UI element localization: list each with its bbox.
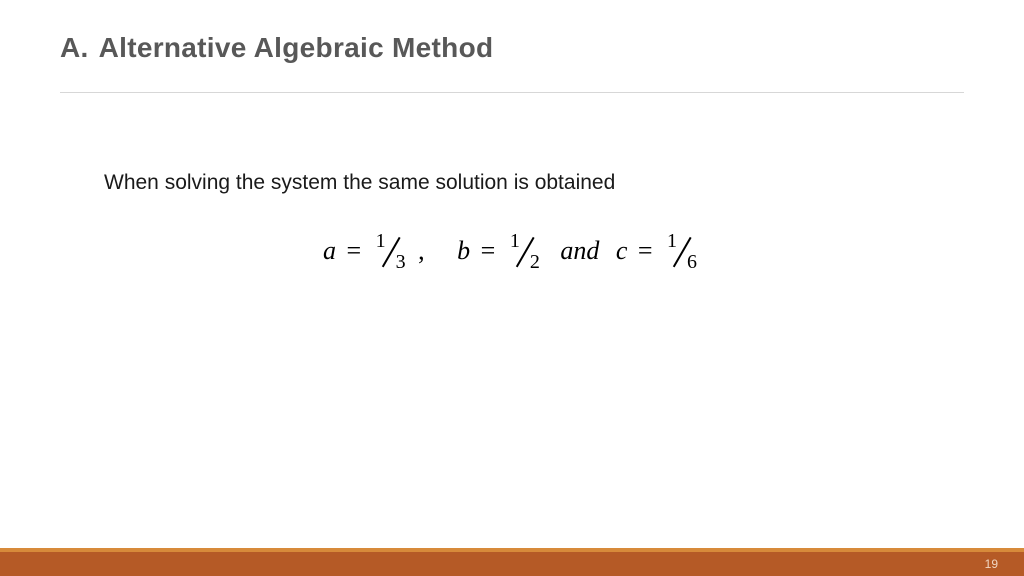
- title-text: Alternative Algebraic Method: [99, 32, 494, 64]
- eq-comma: ,: [416, 236, 431, 265]
- eq-equals-2: =: [477, 236, 500, 265]
- slide: A. Alternative Algebraic Method When sol…: [0, 0, 1024, 576]
- eq-var-c: c: [616, 236, 628, 265]
- fraction-b: 1 2: [508, 235, 542, 269]
- eq-var-b: b: [457, 236, 470, 265]
- eq-equals-3: =: [634, 236, 657, 265]
- fraction-c-den: 6: [687, 251, 697, 274]
- slide-footer: 19: [0, 548, 1024, 576]
- fraction-a-den: 3: [396, 251, 406, 274]
- equation: a = 1 3 , b = 1 2 and c = 1 6: [60, 235, 964, 269]
- body-text: When solving the system the same solutio…: [104, 171, 964, 195]
- eq-and: and: [550, 236, 609, 265]
- footer-bar: 19: [0, 552, 1024, 576]
- fraction-c: 1 6: [665, 235, 699, 269]
- eq-spacer-1: [437, 236, 457, 265]
- fraction-a-num: 1: [376, 230, 386, 253]
- fraction-b-den: 2: [530, 251, 540, 274]
- title-divider: [60, 92, 964, 93]
- fraction-b-num: 1: [510, 230, 520, 253]
- eq-equals-1: =: [342, 236, 365, 265]
- eq-var-a: a: [323, 236, 336, 265]
- fraction-a: 1 3: [374, 235, 408, 269]
- page-number: 19: [985, 557, 998, 571]
- title-label: A.: [60, 32, 89, 64]
- slide-title: A. Alternative Algebraic Method: [60, 32, 964, 64]
- fraction-c-num: 1: [667, 230, 677, 253]
